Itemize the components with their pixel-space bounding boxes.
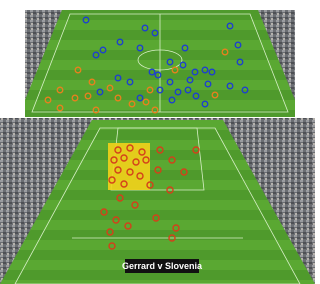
bottom-panel: Gerrard v Slovenia — [0, 118, 315, 284]
page: {"caption": "Gerrard v Slovenia"} — [0, 0, 315, 284]
caption: Gerrard v Slovenia — [122, 261, 203, 271]
top-panel — [25, 10, 295, 117]
graphic: Gerrard v Slovenia — [0, 0, 315, 284]
